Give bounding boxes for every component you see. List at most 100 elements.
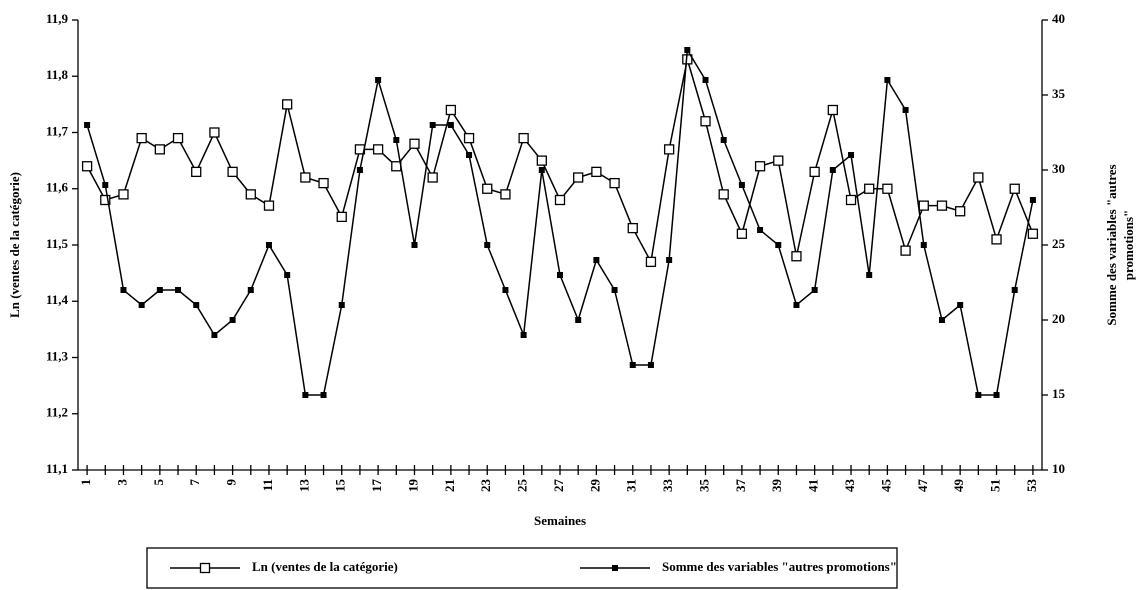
data-point [775,242,782,248]
data-point [338,302,345,308]
x-tick-label: 47 [915,479,930,493]
data-point [611,287,618,293]
x-tick-label: 27 [551,479,566,493]
data-point [229,317,236,323]
data-point [265,242,272,248]
data-point [738,182,745,188]
x-tick-label: 15 [333,479,348,493]
x-tick-label: 41 [806,479,821,492]
data-point [193,302,200,308]
y-tick-label: 11,4 [46,292,69,307]
x-tick-label: 21 [442,479,457,492]
x-tick-label: 11 [260,479,275,491]
data-point [302,392,309,398]
data-point [411,242,418,248]
data-point [247,287,254,293]
data-point [829,167,836,173]
data-point [445,104,457,116]
data-point [520,332,527,338]
x-tick-label: 1 [78,479,93,486]
data-point [209,127,220,138]
data-point [300,172,311,183]
data-point [993,392,1000,398]
data-point [482,183,493,194]
data-point [700,116,711,127]
data-point [409,138,420,149]
data-point [900,245,911,256]
data-point [920,242,927,248]
data-point [284,272,291,278]
data-point [864,183,875,194]
y2-tick-label: 15 [1052,386,1066,401]
y-tick-label: 11,8 [46,67,69,82]
y2-tick-label: 40 [1052,11,1065,26]
data-point [629,362,636,368]
data-point [391,161,402,172]
x-tick-label: 17 [369,479,384,493]
y-tick-label: 11,9 [46,11,69,26]
data-point [1009,183,1020,194]
x-tick-label: 35 [696,479,711,493]
x-tick-label: 25 [515,479,530,493]
y-tick-label: 11,7 [46,123,69,138]
data-point [138,302,145,308]
data-point [557,272,563,278]
data-point [136,132,147,144]
y-tick-label: 11,6 [46,180,69,195]
y2-tick-label: 20 [1052,311,1065,326]
data-point [427,172,438,183]
data-point [502,287,509,293]
data-point [973,172,984,183]
data-point [356,167,363,173]
x-tick-label: 7 [187,479,202,486]
data-point [975,392,982,398]
data-point [936,200,948,211]
data-point [866,272,873,278]
y2-tick-label: 10 [1052,461,1065,476]
data-point [627,222,638,234]
data-point [175,287,182,293]
legend-box [146,547,898,589]
data-point [609,177,620,189]
data-point [102,182,109,188]
x-tick-label: 19 [405,479,420,493]
x-tick-label: 49 [951,479,966,493]
data-point [172,132,184,144]
data-point [393,137,400,143]
y-tick-label: 11,2 [46,405,68,420]
data-point [372,144,384,155]
data-point [466,152,473,158]
y-tick-label: 11,3 [46,348,69,363]
x-tick-label: 37 [733,479,748,493]
data-point [120,287,127,293]
data-point [81,161,93,172]
data-point [848,152,855,158]
data-point [320,392,327,398]
x-tick-label: 9 [224,479,239,486]
data-point [100,194,111,206]
series-line [86,59,1034,265]
data-point [702,77,709,83]
data-point [938,317,945,323]
y-tick-label: 11,1 [46,461,68,476]
data-point [827,104,838,116]
data-point [593,257,600,263]
data-point [809,166,820,178]
data-point [754,161,766,172]
data-point [536,155,547,166]
data-point [720,137,727,143]
legend-marker [199,562,211,574]
data-point [84,122,91,128]
data-point [1029,197,1036,203]
data-point [645,256,657,268]
data-point [757,227,764,233]
data-point [666,257,673,263]
data-point [156,287,163,293]
data-point [845,194,857,206]
data-point [773,155,784,166]
data-point [518,132,529,144]
x-tick-label: 33 [660,479,675,493]
data-point [282,99,293,110]
data-point [447,122,454,128]
